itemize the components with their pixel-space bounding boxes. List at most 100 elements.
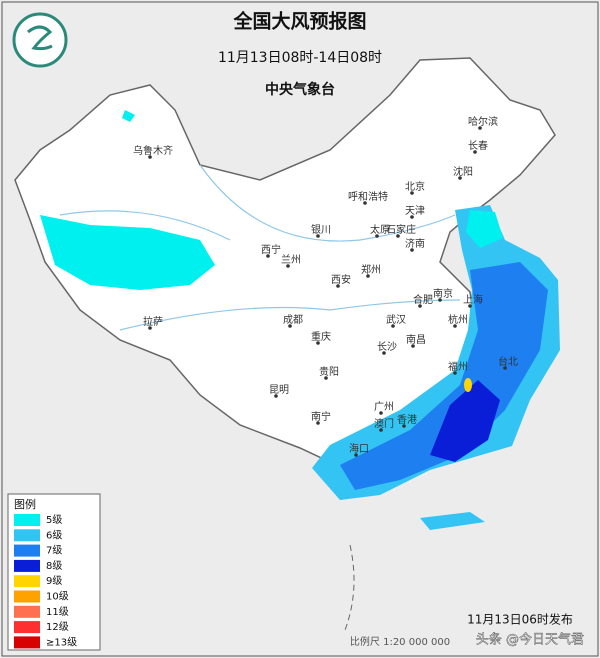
legend-label: 8级 [46,560,62,572]
city-dot [375,234,379,238]
city-dot [274,394,278,398]
wind-area-5 [466,210,503,248]
city-label: 太原 [370,223,390,236]
city-dot [366,274,370,278]
subtitle: 11月13日08时-14日08时 [218,50,382,66]
issuer: 中央气象台 [265,81,335,98]
sea-boundary [344,544,355,631]
city-label: 武汉 [386,313,406,326]
city-label: 银川 [311,223,331,236]
city-dot [316,234,320,238]
city-label: 沈阳 [453,165,473,178]
city-dot [418,304,422,308]
city-dot [324,376,328,380]
legend-label: 5级 [46,514,62,526]
city-label: 昆明 [269,384,289,396]
city-label: 台北 [498,355,518,368]
legend-swatch [14,514,40,526]
city-label: 上海 [463,293,483,306]
legend-swatch [14,621,40,634]
city-label: 澳门 [374,417,394,430]
city-label: 拉萨 [143,315,163,328]
city-dot [396,234,400,238]
city-label: 南京 [433,287,453,300]
rivers [59,164,461,331]
city-label: 西安 [331,273,351,286]
city-dot [478,126,482,130]
watermark: 头条 @今日天气君 [476,632,584,648]
city-dot [410,248,414,252]
legend-label: 12级 [46,621,69,633]
city-label: 西宁 [261,243,281,256]
legend-title: 图例 [14,497,36,511]
legend-label: 11级 [46,606,69,618]
city-dot [438,298,442,302]
city-label: 济南 [405,237,425,250]
legend-label: 9级 [46,575,62,587]
city-dot [288,324,292,328]
city-dot [382,351,386,355]
city-label: 成都 [283,314,303,326]
city-dot [336,284,340,288]
city-dot [468,304,472,308]
city-dot [148,326,152,330]
wind-area-5 [40,215,215,290]
wind-area-7 [340,262,548,490]
city-label: 北京 [405,180,425,193]
logo-mark [27,25,53,51]
legend-label: 7级 [46,545,62,557]
legend-swatch [14,636,40,649]
city-dot [458,176,462,180]
city-label: 杭州 [448,313,468,326]
city-label: 福州 [448,360,468,373]
legend-label: ≥13级 [46,636,77,648]
city-dot [379,411,383,415]
city-dot [402,424,406,428]
issue-time: 11月13日06时发布 [467,612,573,627]
city-label: 合肥 [413,293,433,306]
wind-area-5 [122,110,135,122]
legend-swatch [14,605,40,618]
wind-area-6 [420,512,485,530]
city-dot [316,341,320,345]
city-dot [391,324,395,328]
legend-label: 10级 [46,591,69,603]
city-label: 广州 [374,401,394,413]
city-label: 哈尔滨 [468,115,498,128]
wind-area-9 [464,378,472,392]
city-dot [503,366,507,370]
legend-label: 6级 [46,529,62,541]
city-dot [410,191,414,195]
city-label: 兰州 [281,253,301,266]
legend-swatch [14,529,40,542]
city-dot [453,324,457,328]
city-label: 郑州 [361,263,381,276]
city-label: 乌鲁木齐 [133,144,173,157]
city-dot [286,264,290,268]
city-label: 海口 [349,442,369,455]
city-dot [316,421,320,425]
legend: 5级 6级 7级 8级 9级 10级 11级 12级 ≥13级 [14,514,77,649]
wind-area-8 [430,380,500,462]
city-label: 长沙 [377,341,397,353]
city-dot [148,155,152,159]
legend-swatch [14,575,40,588]
legend-swatch [14,590,40,603]
city-dot [410,215,414,219]
city-label: 南昌 [406,333,426,346]
city-label: 长春 [468,140,488,152]
city-label: 贵阳 [319,365,339,378]
city-label: 香港 [397,414,417,426]
city-label: 南宁 [311,410,331,423]
city-label: 石家庄 [386,223,416,236]
legend-swatch [14,559,40,572]
legend-swatch [14,544,40,557]
city-label: 呼和浩特 [348,191,388,203]
city-dot [266,254,270,258]
city-label: 重庆 [311,330,331,343]
city-dot [363,201,367,205]
city-dot [473,150,477,154]
